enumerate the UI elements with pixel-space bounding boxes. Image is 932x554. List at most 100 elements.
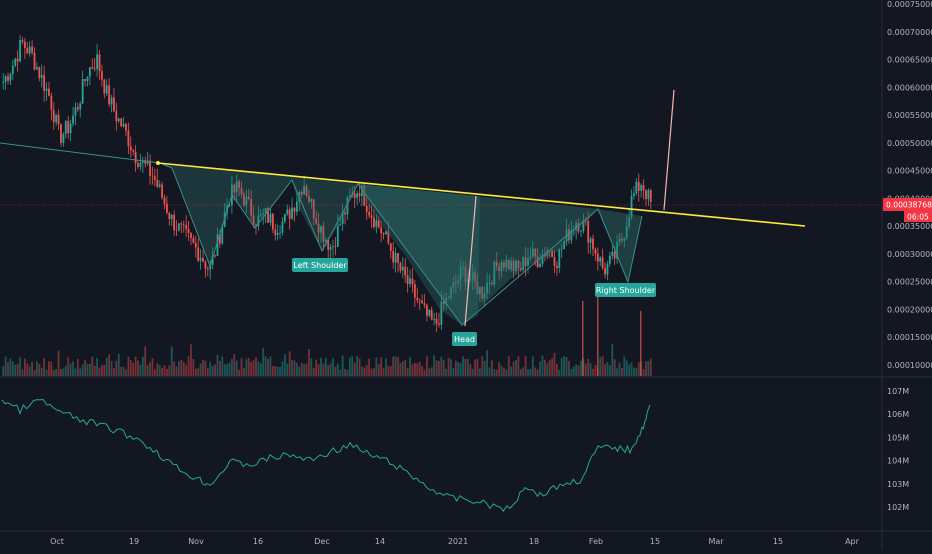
volume-bar [608, 365, 611, 376]
price-tick-label: 0.00030000 [887, 250, 932, 259]
candle-body [616, 241, 618, 259]
candle-body [608, 255, 611, 264]
trendline[interactable] [0, 142, 161, 164]
volume-bar [50, 361, 53, 376]
volume-bar [584, 363, 587, 376]
volume-bar [67, 357, 70, 376]
volume-bar [84, 359, 86, 376]
candle-body [442, 301, 445, 305]
left-shoulder-label[interactable]: Left Shoulder [292, 258, 348, 272]
volume-bar [178, 361, 180, 376]
candle-body [156, 179, 159, 187]
candle-body [404, 266, 407, 276]
time-tick-label: 15 [650, 537, 660, 546]
volume-bar [317, 363, 320, 376]
candle-body [563, 241, 566, 250]
head-depth-line[interactable] [464, 195, 477, 327]
candle-body [495, 261, 498, 267]
lower-pane-axis[interactable]: 107M 106M 105M 104M 103M 102M [887, 387, 909, 512]
neckline[interactable] [157, 162, 806, 227]
volume-bar [377, 364, 380, 376]
candle-body [84, 79, 86, 81]
candle-body [2, 81, 5, 83]
volume-bar [105, 357, 108, 376]
candle-body [175, 230, 178, 231]
candle-body [163, 197, 166, 204]
volume-bar [218, 360, 221, 376]
time-tick-label: 18 [529, 537, 539, 546]
countdown-text: 06:05 [907, 213, 929, 222]
volume-bar [570, 369, 573, 376]
candle-body [365, 205, 368, 212]
candlestick-series[interactable] [2, 35, 652, 332]
volume-bar [385, 358, 387, 376]
candle-body [86, 76, 89, 81]
volume-bar [137, 360, 139, 376]
neckline-anchor[interactable] [156, 161, 160, 165]
volume-bar [175, 366, 178, 376]
volume-bar [55, 369, 58, 376]
candle-body [397, 253, 399, 263]
target-projection-line[interactable] [663, 89, 675, 211]
candle-body [370, 215, 373, 218]
pattern-outline[interactable] [159, 162, 643, 326]
right-shoulder-label[interactable]: Right Shoulder [595, 283, 656, 297]
volume-bar [64, 365, 67, 376]
candle-body [141, 160, 144, 163]
candle-body [293, 207, 296, 212]
volume-bar [418, 361, 421, 376]
candle-body [488, 282, 491, 284]
candle-body [493, 261, 496, 285]
candle-body [101, 71, 103, 80]
volume-bar [322, 363, 325, 376]
candle-body [257, 215, 260, 227]
candle-body [358, 193, 361, 196]
candle-body [529, 256, 532, 259]
head-label[interactable]: Head [452, 332, 477, 346]
volume-bar [132, 362, 135, 376]
volume-bar [276, 366, 279, 376]
candle-body [613, 251, 616, 259]
candle-body [500, 262, 503, 272]
candle-body [7, 76, 9, 81]
candle-body [519, 268, 522, 271]
candle-body [462, 266, 464, 268]
candle-body [592, 238, 594, 250]
time-axis[interactable]: Oct 19 Nov 16 Dec 14 2021 18 Feb 15 Mar 15 Apr [50, 537, 860, 546]
candle-body [560, 249, 563, 250]
volume-bar [257, 361, 260, 376]
volume-bar [262, 347, 265, 376]
volume-bar [534, 367, 537, 376]
candle-body [618, 238, 621, 242]
pattern-fill-right [598, 209, 642, 282]
candle-body [33, 52, 36, 70]
candle-body [474, 272, 476, 282]
candle-body [288, 209, 291, 219]
volume-bar [146, 365, 149, 376]
candle-body [303, 186, 306, 195]
volume-bar [151, 358, 154, 376]
volume-bar [264, 356, 267, 376]
volume-bar [211, 365, 214, 376]
candle-body [346, 197, 349, 215]
volume-bar [440, 356, 443, 376]
volume-bar [397, 357, 399, 376]
volume-bar [452, 368, 455, 376]
volume-bar [387, 365, 390, 376]
price-tick-label: 0.00065000 [887, 56, 932, 65]
volume-bar [28, 366, 31, 376]
candle-body [389, 243, 392, 251]
volume-bar [476, 358, 479, 376]
candle-body [127, 130, 130, 147]
volume-bar [503, 367, 505, 376]
volume-bar [14, 364, 17, 376]
candle-body [226, 205, 228, 213]
volume-bar [101, 365, 103, 376]
candle-body [522, 257, 525, 271]
volume-bar [60, 368, 62, 376]
candle-body [344, 212, 346, 215]
candle-body [531, 248, 534, 257]
candle-body [16, 58, 19, 62]
